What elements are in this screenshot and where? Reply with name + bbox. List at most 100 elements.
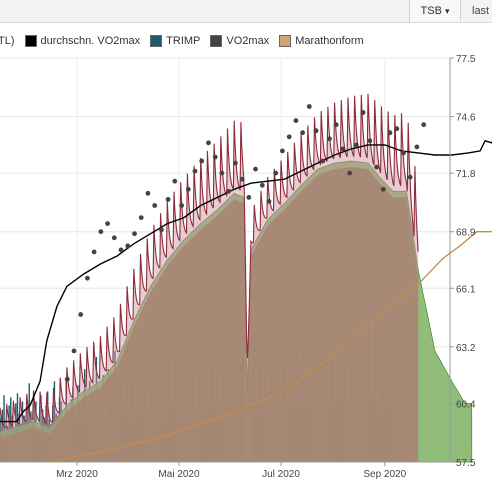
fatigue-line [0, 93, 419, 430]
vo2max-point [212, 154, 218, 160]
vo2max-point [273, 170, 279, 176]
vo2max-points [64, 104, 427, 382]
legend-label: Marathonform [295, 35, 364, 47]
vo2max-point [401, 150, 406, 156]
vo2max-point [320, 158, 326, 164]
vo2max-point [266, 199, 272, 204]
legend-label: VO2max [226, 35, 270, 47]
x-tick-label: Sep 2020 [363, 469, 406, 480]
vo2max-point [219, 170, 225, 176]
vo2max-point [380, 186, 386, 192]
vo2max-point [165, 197, 171, 202]
vo2max-point [367, 138, 373, 144]
vo2max-point [64, 376, 70, 382]
legend-label: TRIMP [166, 35, 201, 47]
vo2max-point [71, 348, 77, 354]
vo2max-point [407, 174, 413, 180]
vo2max-point [286, 134, 292, 140]
vo2max-point [118, 247, 124, 253]
y-tick-label: 63.2 [456, 343, 476, 354]
vo2max-point [394, 126, 400, 132]
y-tick-label: 60.4 [456, 399, 476, 410]
chart-legend: TL) durchschn. VO2max TRIMP VO2max Marat… [0, 30, 374, 52]
chevron-down-icon: ▾ [444, 5, 450, 16]
fatigue-area [0, 93, 419, 463]
x-tick-label: Mrz 2020 [56, 469, 98, 480]
avg-vo2max-polyline [0, 139, 492, 423]
vo2max-point [226, 188, 232, 194]
vo2max-point [300, 130, 305, 136]
vo2max-point [340, 146, 346, 152]
vo2max-point [206, 140, 211, 146]
legend-item-tl[interactable]: TL) [0, 35, 15, 47]
trimp-bar [3, 395, 5, 462]
vo2max-point [354, 142, 359, 148]
legend-item-trimp[interactable]: TRIMP [150, 35, 200, 47]
legend-label: TL) [0, 35, 15, 47]
vo2max-point [374, 164, 379, 170]
vo2max-point [280, 148, 285, 154]
y-tick-label: 57.5 [456, 458, 476, 469]
legend-swatch [210, 35, 223, 47]
marathonform-line [50, 231, 492, 463]
vo2max-point [259, 182, 265, 188]
vo2max-point [98, 229, 104, 235]
vo2max-point [239, 176, 245, 182]
vo2max-point [145, 190, 151, 196]
vo2max-point [132, 231, 137, 237]
y-tick-label: 66.1 [456, 284, 476, 295]
vo2max-point [111, 235, 117, 241]
top-toolbar: TSB ▾ last [0, 0, 492, 23]
vo2max-point [246, 195, 252, 200]
axes: 57.5 60.4 63.2 66.1 68.9 71.8 74.6 77.5 Mrz 2020… [0, 54, 476, 480]
vo2max-point [293, 118, 299, 123]
marathonform-solid [50, 231, 492, 463]
metric-select[interactable]: TSB ▾ [409, 0, 461, 22]
y-tick-label: 77.5 [456, 54, 476, 65]
vo2max-point [199, 158, 205, 164]
legend-swatch [279, 35, 292, 47]
legend-item-avg-vo2max[interactable]: durchschn. VO2max [24, 35, 141, 47]
fatigue-fill [0, 93, 419, 463]
vo2max-point [233, 160, 238, 166]
vo2max-point [138, 215, 144, 221]
vo2max-point [253, 166, 258, 172]
vo2max-point [152, 203, 158, 208]
vo2max-point [327, 136, 332, 142]
vo2max-point [125, 243, 131, 249]
vo2max-point [387, 130, 393, 136]
y-tick-label: 68.9 [456, 228, 476, 239]
y-tick-label: 74.6 [456, 113, 476, 124]
legend-swatch [24, 35, 37, 47]
legend-item-marathonform[interactable]: Marathonform [279, 35, 364, 47]
vo2max-point [347, 170, 353, 176]
vo2max-point [91, 249, 97, 255]
y-tick-label: 71.8 [456, 169, 476, 180]
vo2max-point [414, 144, 420, 150]
vo2max-point [185, 186, 191, 192]
vo2max-point [192, 168, 198, 174]
vo2max-point [172, 178, 178, 184]
vo2max-point [78, 312, 84, 317]
vo2max-point [333, 122, 339, 128]
vo2max-point [421, 122, 427, 128]
form-area-shape [0, 167, 419, 462]
range-tab-label: last [472, 5, 490, 17]
vo2max-point [105, 221, 110, 227]
legend-item-vo2max[interactable]: VO2max [210, 35, 269, 47]
x-tick-label: Mai 2020 [158, 469, 200, 480]
fitness-area [0, 160, 473, 463]
metric-select-label: TSB [420, 5, 442, 17]
vo2max-point [159, 227, 164, 233]
x-tick-label: Jul 2020 [262, 469, 300, 480]
vo2max-point [85, 275, 90, 281]
avg-vo2max-line [0, 139, 492, 423]
vo2max-point [306, 104, 312, 109]
vo2max-point [313, 128, 319, 134]
range-tab-last[interactable]: last [472, 0, 489, 22]
legend-label: durchschn. VO2max [40, 35, 141, 47]
legend-swatch [150, 35, 163, 47]
vo2max-point [179, 203, 185, 208]
vo2max-point [360, 110, 366, 115]
